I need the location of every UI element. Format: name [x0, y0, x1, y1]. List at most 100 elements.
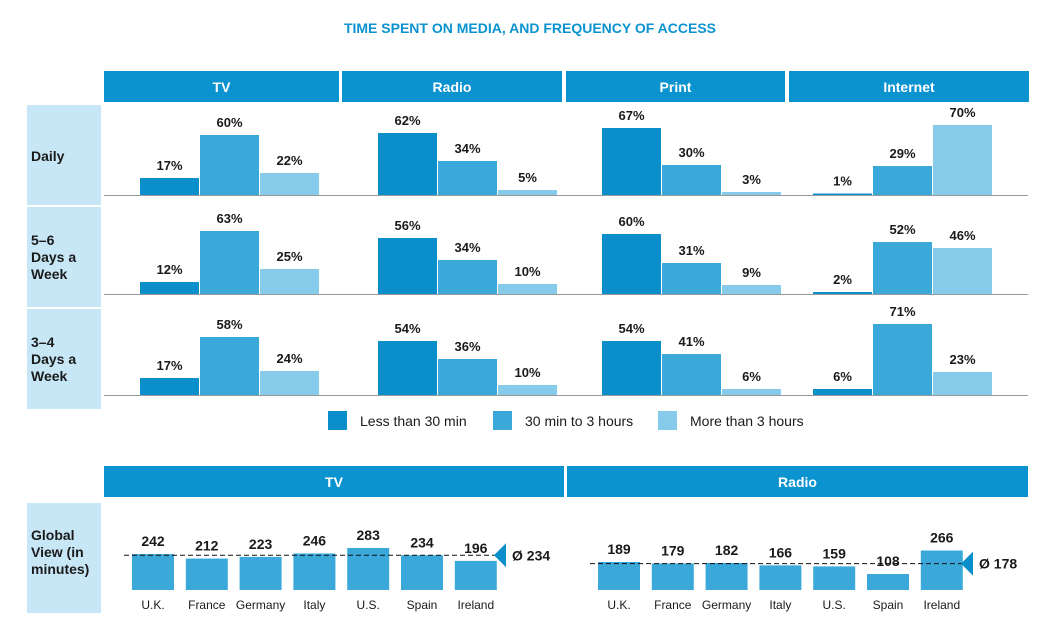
average-label: Ø 234 — [512, 547, 550, 563]
bar-value-label: 108 — [876, 553, 900, 569]
row-label-line: Week — [31, 368, 68, 384]
bar-value-label: 67% — [618, 108, 644, 123]
category-label: U.S. — [823, 598, 846, 612]
category-label: France — [188, 598, 226, 612]
category-label: U.S. — [357, 598, 380, 612]
category-label: Spain — [407, 598, 438, 612]
bar — [260, 173, 319, 195]
bar — [438, 161, 497, 195]
category-label: Ireland — [457, 598, 494, 612]
panel-header-label: TV — [213, 79, 232, 95]
bar — [454, 560, 497, 590]
bar — [140, 282, 199, 294]
row-label-line: Daily — [31, 148, 65, 164]
bar-value-label: 31% — [678, 243, 704, 258]
bar — [140, 178, 199, 195]
bar-value-label: 242 — [141, 533, 165, 549]
bar-value-label: 46% — [949, 228, 975, 243]
category-label: Germany — [702, 598, 751, 612]
bar-value-label: 17% — [156, 358, 182, 373]
bar-value-label: 29% — [889, 146, 915, 161]
row-label-line: Days a — [31, 249, 76, 265]
bar-value-label: 54% — [394, 321, 420, 336]
bar — [933, 248, 992, 294]
bar — [920, 550, 963, 590]
bar-value-label: 34% — [454, 240, 480, 255]
bar — [933, 125, 992, 195]
category-label: Italy — [769, 598, 791, 612]
bar — [378, 341, 437, 395]
category-label: France — [654, 598, 692, 612]
bar — [722, 192, 781, 195]
bar — [438, 359, 497, 395]
row-label-line: Days a — [31, 351, 76, 367]
bar-value-label: 41% — [678, 334, 704, 349]
row-label-line: Global — [31, 527, 75, 543]
bar — [813, 389, 872, 395]
bar-value-label: 54% — [618, 321, 644, 336]
bar — [602, 341, 661, 395]
panel-header-tv — [104, 71, 339, 102]
bar-value-label: 30% — [678, 145, 704, 160]
bar-value-label: 22% — [276, 153, 302, 168]
row-label-line: minutes) — [31, 561, 89, 577]
bar-value-label: 62% — [394, 113, 420, 128]
bar — [873, 166, 932, 195]
row-label-box — [27, 207, 101, 307]
bar-value-label: 23% — [949, 352, 975, 367]
bar-value-label: 58% — [216, 317, 242, 332]
bar — [498, 385, 557, 395]
bar — [438, 260, 497, 294]
bar-value-label: 182 — [715, 542, 739, 558]
panel-header-label: Print — [660, 79, 692, 95]
bar — [662, 354, 721, 395]
panel-header-radio — [342, 71, 562, 102]
bar-value-label: 3% — [742, 172, 761, 187]
bar-value-label: 166 — [769, 544, 793, 560]
bar-value-label: 10% — [514, 264, 540, 279]
panel-header-print — [566, 71, 785, 102]
panel-header-label: Radio — [433, 79, 472, 95]
bar-value-label: 234 — [410, 534, 434, 550]
bar-value-label: 266 — [930, 530, 954, 546]
bar-value-label: 6% — [742, 369, 761, 384]
bar-value-label: 36% — [454, 339, 480, 354]
bar-value-label: 24% — [276, 351, 302, 366]
row-label: Daily — [31, 148, 65, 164]
bar-value-label: 223 — [249, 536, 273, 552]
bar-value-label: 63% — [216, 211, 242, 226]
bar — [598, 561, 640, 590]
panel-header-radio — [567, 466, 1028, 497]
bar — [498, 190, 557, 195]
bar — [378, 133, 437, 195]
bar — [602, 234, 661, 294]
bar — [813, 292, 872, 294]
category-label: U.K. — [607, 598, 630, 612]
panel-header-internet — [789, 71, 1029, 102]
average-label: Ø 178 — [979, 556, 1017, 572]
row-label-line: Week — [31, 266, 68, 282]
bar-value-label: 9% — [742, 265, 761, 280]
bar-value-label: 212 — [195, 538, 219, 554]
bar-value-label: 159 — [823, 545, 847, 561]
bar — [651, 563, 694, 590]
bar — [873, 242, 932, 294]
average-marker — [961, 551, 973, 576]
row-label: 3–4 Days a Week — [31, 334, 76, 384]
row-label-line: View (in — [31, 544, 84, 560]
legend-label: 30 min to 3 hours — [525, 413, 633, 429]
bar — [662, 263, 721, 294]
bar-value-label: 246 — [303, 532, 327, 548]
row-label-line: 3–4 — [31, 334, 55, 350]
bar-value-label: 12% — [156, 262, 182, 277]
bar-value-label: 71% — [889, 304, 915, 319]
bar-value-label: 189 — [607, 541, 631, 557]
bar — [200, 337, 259, 395]
bar-value-label: 179 — [661, 542, 685, 558]
bar-value-label: 25% — [276, 249, 302, 264]
row-label-box — [27, 309, 101, 409]
bar — [662, 165, 721, 195]
row-label: 5–6 Days a Week — [31, 232, 76, 282]
